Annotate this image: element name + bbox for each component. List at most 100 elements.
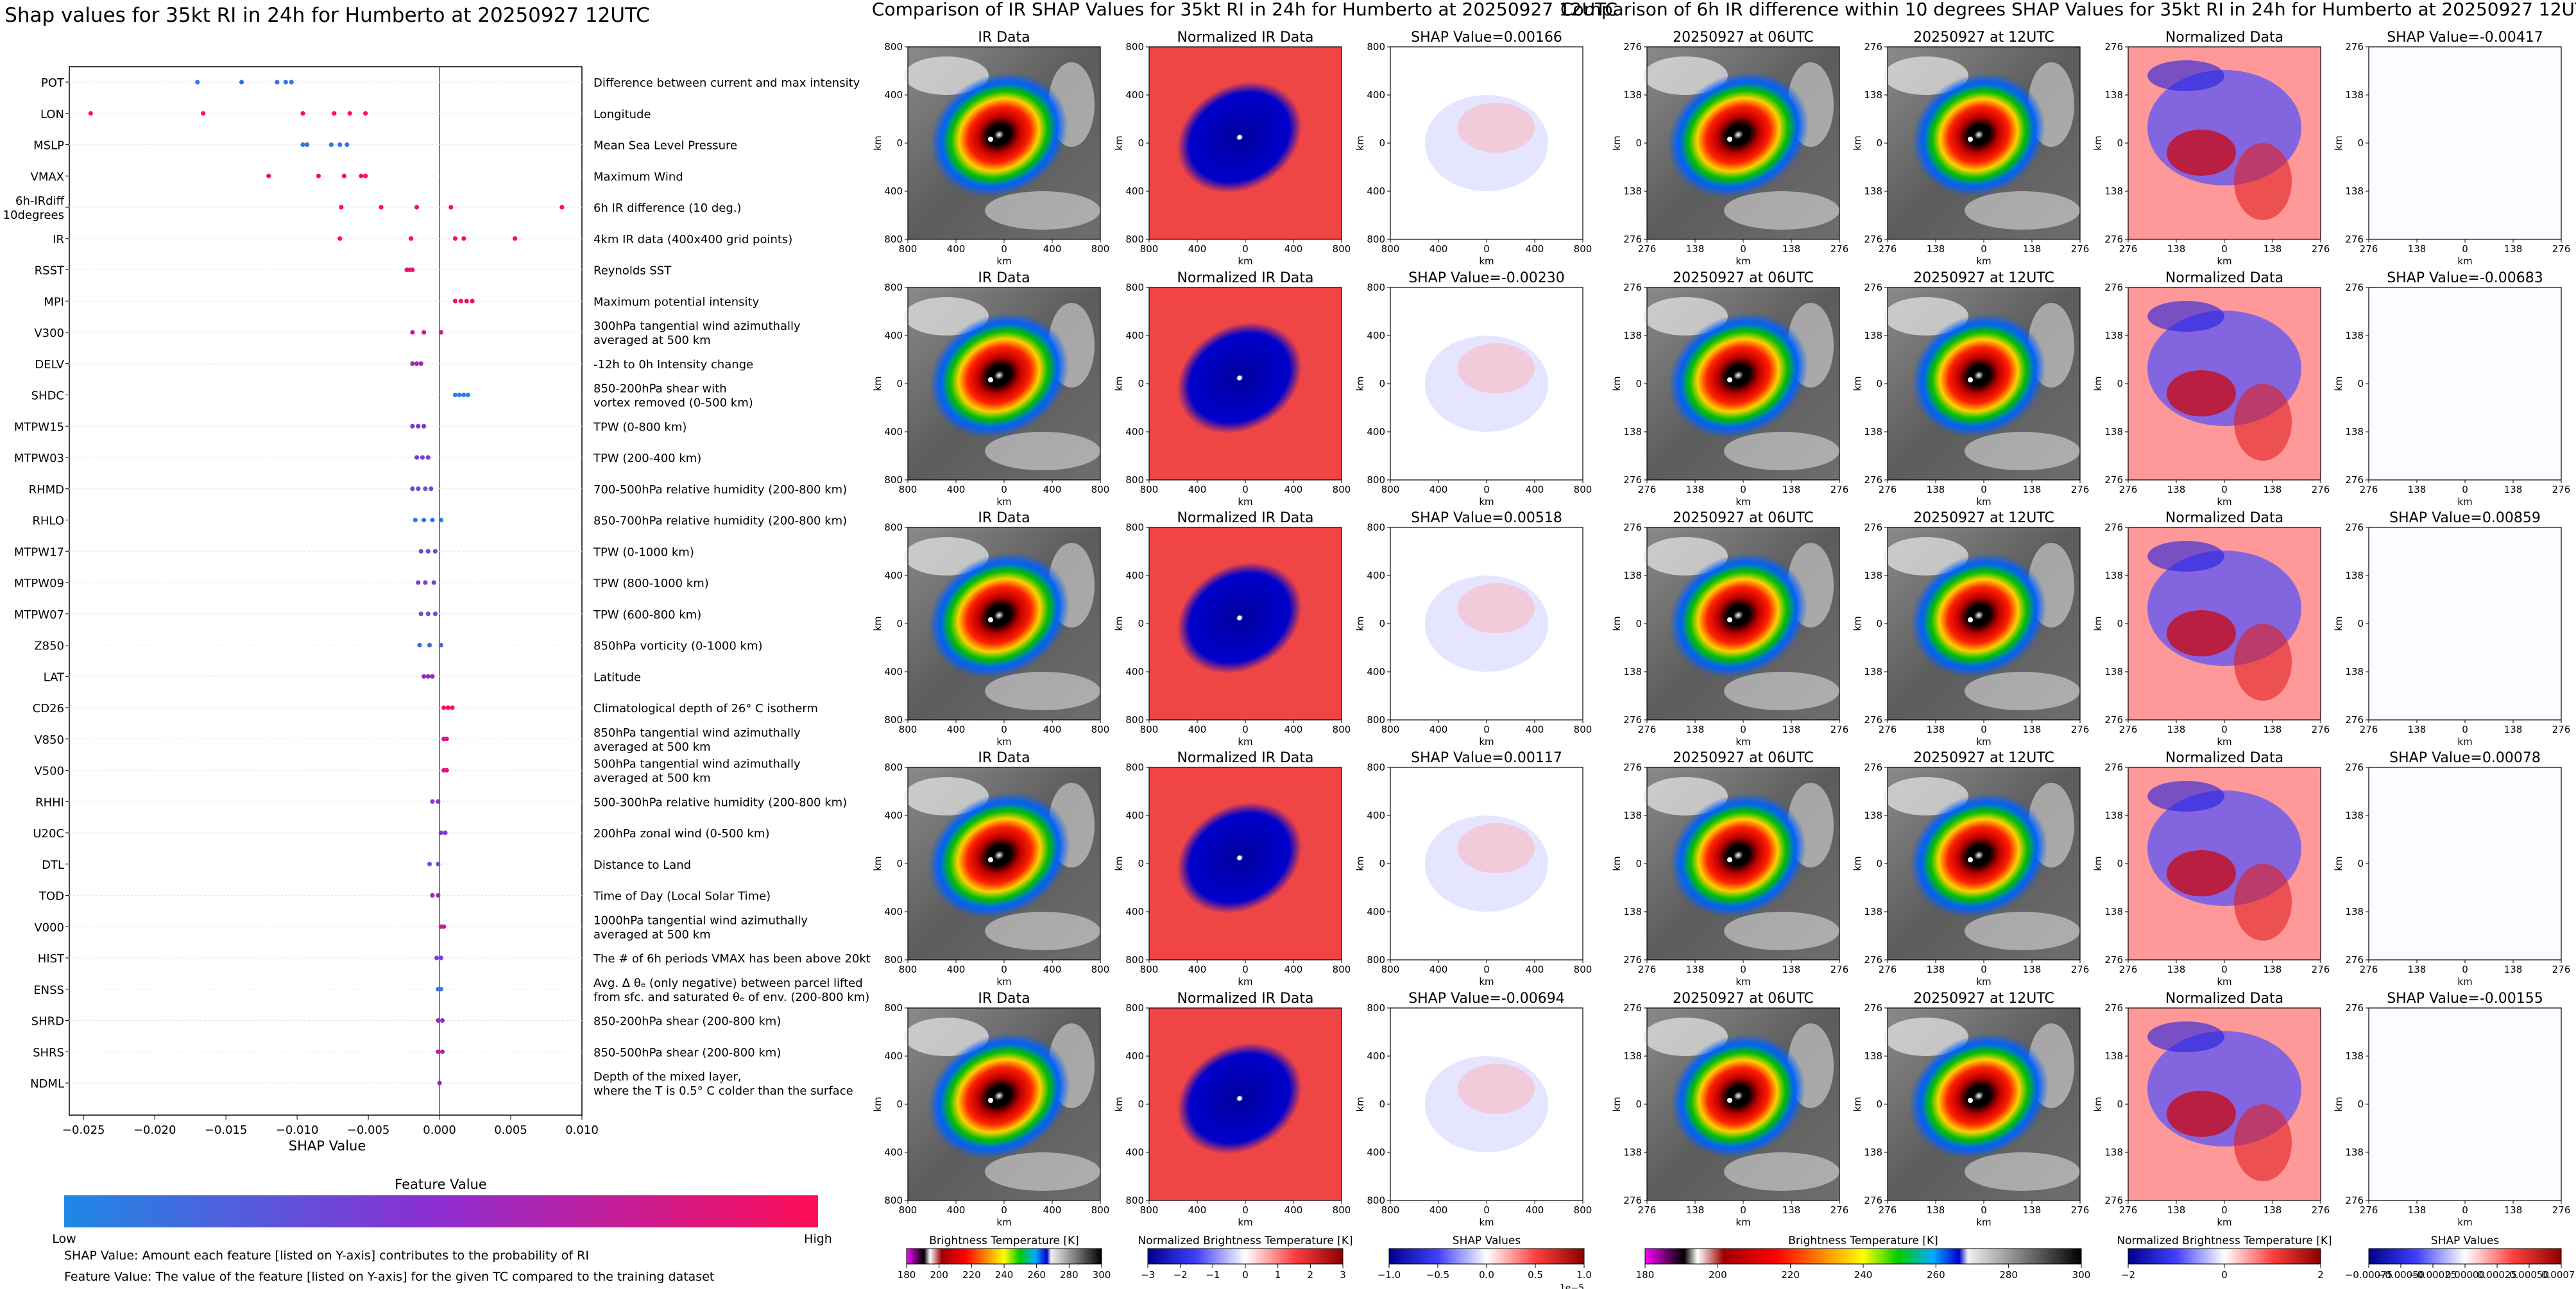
storm-eye bbox=[1727, 1098, 1732, 1103]
image-tile: SHAP Value=0.000782762761381380013813827… bbox=[2333, 750, 2570, 987]
tile-ytick-label: 400 bbox=[884, 330, 903, 341]
tile-xtick-label: 138 bbox=[1782, 1204, 1801, 1216]
tile-y-axis-label: km bbox=[1113, 616, 1125, 631]
tile-xtick-label: 800 bbox=[1574, 1204, 1592, 1216]
tile-xtick-label: 0 bbox=[2462, 724, 2468, 735]
shap-chart-title: Shap values for 35kt RI in 24h for Humbe… bbox=[4, 4, 650, 27]
tile-ytick-label: 0 bbox=[1138, 858, 1144, 869]
tile-xtick-label: 276 bbox=[2119, 724, 2138, 735]
ir-normalized-colorbar bbox=[1147, 1248, 1343, 1265]
tile-xtick-label: 0 bbox=[2221, 243, 2228, 255]
ir-brightness-colorbar-tick-label: 200 bbox=[930, 1269, 948, 1281]
tile-ytick-label: 276 bbox=[1623, 714, 1642, 726]
tile-ytick-label: 276 bbox=[2345, 522, 2364, 533]
tile-y-axis-label: km bbox=[1113, 376, 1125, 391]
storm-eye bbox=[1237, 615, 1242, 620]
tile-y-axis-label: km bbox=[1611, 1097, 1623, 1111]
tile-xtick-label: 400 bbox=[1526, 243, 1544, 255]
image-tile: Normalized Data2762761381380013813827627… bbox=[2092, 270, 2330, 508]
tile-xtick-label: 138 bbox=[2023, 964, 2042, 975]
shap-point bbox=[423, 486, 428, 491]
tile-ytick-label: 800 bbox=[884, 1002, 903, 1014]
cloud-band bbox=[1724, 1152, 1839, 1191]
shap-point bbox=[414, 205, 420, 210]
tile-ytick-label: 138 bbox=[1864, 185, 1882, 197]
tile-y-axis-label: km bbox=[1611, 856, 1623, 871]
tile-ytick-label: 0 bbox=[896, 378, 903, 389]
shap-feature-description: TPW (0-1000 km) bbox=[593, 545, 694, 559]
tile-xtick-label: 0 bbox=[2221, 1204, 2228, 1216]
tile-ytick-label: 138 bbox=[1623, 810, 1642, 821]
tile-xtick-label: 400 bbox=[1043, 1204, 1062, 1216]
shap-point bbox=[409, 236, 414, 241]
tile-xtick-label: 138 bbox=[1686, 1204, 1705, 1216]
tile-ytick-label: 138 bbox=[2104, 570, 2123, 581]
shap-blob bbox=[1425, 815, 1548, 912]
tile-xtick-label: 400 bbox=[947, 243, 966, 255]
storm-core bbox=[1909, 1033, 2049, 1159]
tile-ytick-label: 400 bbox=[1125, 906, 1144, 918]
tile-y-axis-label: km bbox=[1852, 135, 1863, 150]
tile-ytick-label: 0 bbox=[2117, 618, 2123, 629]
tile-y-axis-label: km bbox=[872, 135, 883, 150]
tile-ytick-label: 138 bbox=[2345, 1147, 2364, 1158]
tile-x-axis-label: km bbox=[2457, 976, 2472, 987]
tile-ytick-label: 0 bbox=[896, 858, 903, 869]
tile-y-axis-label: km bbox=[1113, 1097, 1125, 1111]
diff-brightness-colorbar bbox=[1644, 1248, 2082, 1265]
diff-normalized-colorbar-tick-label: −2 bbox=[2121, 1269, 2135, 1281]
tile-ytick-label: 276 bbox=[2345, 1002, 2364, 1014]
shap-feature-description: averaged at 500 km bbox=[593, 740, 711, 754]
tile-ytick-label: 276 bbox=[1623, 41, 1642, 53]
shap-feature-description: averaged at 500 km bbox=[593, 772, 711, 785]
tile-xtick-label: 138 bbox=[2408, 1204, 2427, 1216]
shap-blob bbox=[1458, 583, 1535, 633]
tile-title: SHAP Value=-0.00230 bbox=[1408, 270, 1565, 286]
tile-xtick-label: 276 bbox=[2360, 243, 2378, 255]
tile-ytick-label: 138 bbox=[2345, 1050, 2364, 1062]
tile-ytick-label: 276 bbox=[1864, 954, 1882, 966]
tile-ytick-label: 138 bbox=[1623, 666, 1642, 678]
tile-xtick-label: 138 bbox=[2408, 484, 2427, 495]
image-tile: SHAP Value=-0.00230800800400400004004008… bbox=[1354, 270, 1592, 508]
shap-point bbox=[444, 767, 449, 773]
tile-xtick-label: 0 bbox=[1740, 243, 1746, 255]
tile-xtick-label: 138 bbox=[2408, 724, 2427, 735]
shap-point bbox=[359, 173, 364, 178]
image-tile: 20250927 at 12UTC27627613813800138138276… bbox=[1852, 510, 2089, 747]
tile-ytick-label: 800 bbox=[884, 954, 903, 966]
shap-point bbox=[410, 330, 415, 335]
shap-point bbox=[439, 1018, 445, 1023]
tile-title: 20250927 at 06UTC bbox=[1673, 510, 1814, 526]
shap-point bbox=[413, 517, 418, 523]
tile-ytick-label: 138 bbox=[1623, 185, 1642, 197]
shap-point bbox=[239, 80, 244, 85]
tile-y-axis-label: km bbox=[2333, 1097, 2344, 1111]
shap-feature-label: RHHI bbox=[35, 796, 64, 809]
shap-feature-description: 1000hPa tangential wind azimuthally bbox=[593, 914, 808, 927]
tile-x-axis-label: km bbox=[2217, 1216, 2231, 1228]
tile-ytick-label: 800 bbox=[1125, 41, 1144, 53]
tile-xtick-label: 276 bbox=[2360, 484, 2378, 495]
tile-y-axis-label: km bbox=[1113, 856, 1125, 871]
shap-feature-description: 4km IR data (400x400 grid points) bbox=[593, 233, 792, 246]
cloud-band bbox=[985, 912, 1100, 950]
shap-blob bbox=[1425, 336, 1548, 432]
tile-x-axis-label: km bbox=[996, 976, 1011, 987]
tile-xtick-label: 276 bbox=[2312, 724, 2330, 735]
storm-core bbox=[929, 312, 1070, 438]
tile-title: Normalized IR Data bbox=[1177, 750, 1313, 766]
tile-x-axis-label: km bbox=[1736, 1216, 1750, 1228]
tile-ytick-label: 0 bbox=[1635, 137, 1642, 149]
tile-xtick-label: 276 bbox=[1879, 243, 1897, 255]
tile-x-axis-label: km bbox=[1238, 976, 1252, 987]
tile-xtick-label: 0 bbox=[1483, 243, 1490, 255]
shap-point bbox=[470, 298, 475, 303]
shap-point bbox=[437, 1080, 442, 1086]
shap-feature-description: where the T is 0.5° C colder than the su… bbox=[593, 1084, 853, 1098]
diff-blob bbox=[2234, 864, 2292, 941]
tile-title: 20250927 at 12UTC bbox=[1913, 30, 2054, 46]
image-tile: 20250927 at 12UTC27627613813800138138276… bbox=[1852, 30, 2089, 267]
